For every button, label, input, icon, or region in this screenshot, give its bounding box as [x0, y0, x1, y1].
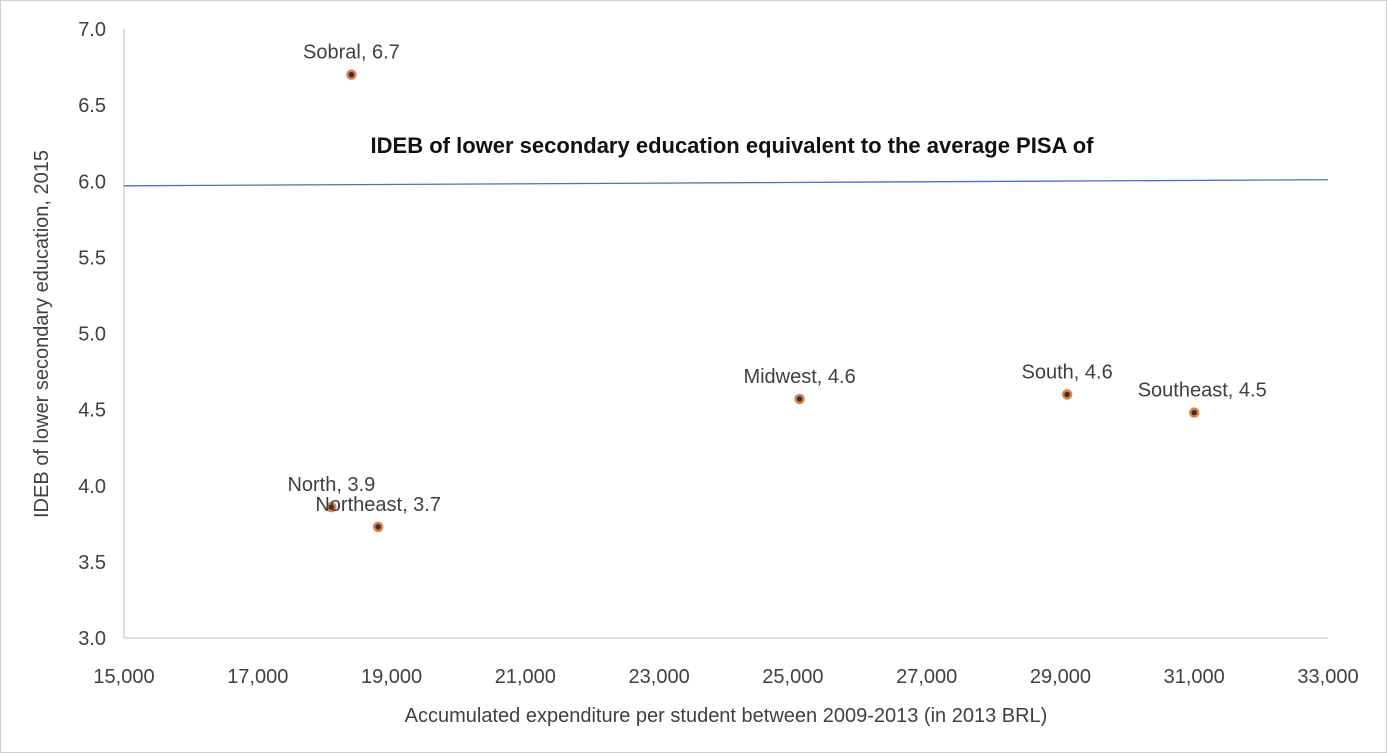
scatter-point-label-sobral: Sobral, 6.7 [303, 42, 400, 64]
y-tick-label: 5.0 [78, 324, 106, 346]
scatter-point-northeast [372, 521, 384, 533]
axes-layer: 15,000 17,000 19,000 21,000 23,000 25,000 27,0… [78, 19, 1358, 688]
reference-line [123, 179, 1329, 187]
reference-line-layer [123, 179, 1329, 187]
y-tick-label: 4.0 [78, 476, 106, 498]
x-tick-label: 17,000 [227, 666, 288, 688]
scatter-point-label-southeast: Southeast, 4.5 [1138, 380, 1267, 402]
y-tick-label: 5.5 [78, 247, 106, 269]
x-tick-label: 15,000 [93, 666, 154, 688]
scatter-point-label-north: North, 3.9 [287, 474, 375, 496]
y-tick-label: 7.0 [78, 19, 106, 41]
scatter-point-sobral [346, 69, 357, 80]
y-tick-label: 6.0 [78, 171, 106, 193]
x-tick-label: 19,000 [361, 666, 422, 688]
scatter-point-north [326, 501, 337, 513]
scatter-point-label-midwest: Midwest, 4.6 [743, 366, 855, 388]
x-tick-label: 25,000 [762, 666, 823, 688]
x-tick-label: 31,000 [1164, 666, 1225, 688]
y-axis-title: IDEB of lower secondary education, 2015 [31, 150, 53, 518]
x-tick-label: 27,000 [896, 666, 957, 688]
scatter-point-midwest [794, 393, 805, 405]
x-axis-title: Accumulated expenditure per student betw… [405, 705, 1048, 727]
x-tick-label: 33,000 [1297, 666, 1358, 688]
scatter-point-southeast [1188, 407, 1200, 418]
y-tick-label: 4.5 [78, 400, 106, 422]
x-tick-label: 21,000 [495, 666, 556, 688]
scatter-point-label-south: South, 4.6 [1022, 361, 1113, 383]
y-tick-label: 6.5 [78, 95, 106, 117]
x-tick-label: 23,000 [629, 666, 690, 688]
y-tick-label: 3.5 [78, 552, 106, 574]
reference-line-label: IDEB of lower secondary education equiva… [371, 133, 1095, 158]
scatter-point-south [1061, 389, 1073, 400]
x-tick-label: 29,000 [1030, 666, 1091, 688]
y-tick-label: 3.0 [78, 628, 106, 650]
scatter-point-label-northeast: Northeast, 3.7 [315, 494, 441, 516]
